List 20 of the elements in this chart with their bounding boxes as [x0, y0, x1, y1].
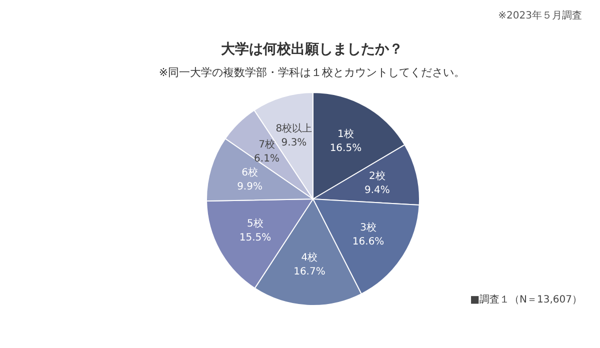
slice-label: 8校以上 [276, 122, 312, 134]
data-label: 9.4% [364, 184, 390, 196]
slice-label: 1校 [338, 128, 354, 140]
slice-label: 2校 [368, 170, 386, 182]
slice-label: 4校 [301, 252, 318, 264]
data-label: 16.5% [330, 143, 362, 154]
data-label: 15.5% [239, 232, 272, 244]
slice-label: 6校 [242, 166, 258, 179]
data-label: 6.1% [254, 153, 280, 164]
slice-label: 5校 [247, 218, 264, 230]
text: ※2023年５月調査 [498, 10, 582, 22]
data-label: 16.7% [294, 266, 326, 278]
chart-title: 大学は何校出願しましたか？ [221, 42, 403, 58]
slice-label: 7校 [258, 138, 275, 150]
text: ■調査１（N＝13,607） [470, 294, 582, 306]
slice-label: 3校 [360, 222, 376, 234]
chart-subtitle: ※同一大学の複数学部・学科は１校とカウントしてください。 [158, 66, 466, 79]
data-label: 9.9% [237, 182, 262, 193]
data-label: 16.6% [352, 236, 384, 248]
data-label: 9.3% [281, 137, 307, 148]
